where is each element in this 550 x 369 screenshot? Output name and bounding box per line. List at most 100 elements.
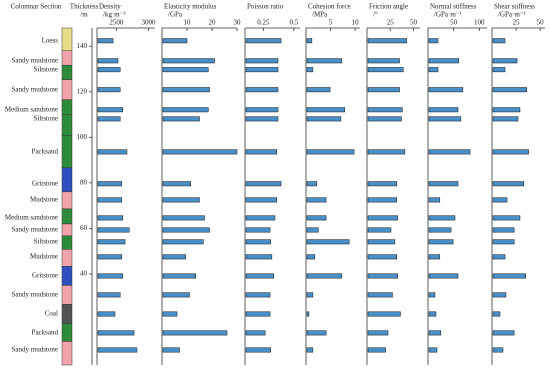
bar <box>367 87 400 93</box>
bar <box>162 67 209 73</box>
x-tick-label: 20 <box>209 19 217 27</box>
bar <box>367 181 398 187</box>
lithology-block <box>61 285 73 305</box>
layer-label: Siltstone <box>33 237 58 245</box>
bar <box>367 254 398 260</box>
panel-title: Density <box>99 3 121 11</box>
bar <box>428 330 442 336</box>
bar <box>162 87 210 93</box>
bar <box>245 311 271 317</box>
bar <box>492 254 506 260</box>
bar <box>428 273 459 279</box>
bar <box>367 38 407 44</box>
x-tick-label: 10 <box>184 19 192 27</box>
panel-title: Cohesion force <box>308 3 351 11</box>
bar <box>245 239 271 245</box>
bar <box>367 116 402 122</box>
bar <box>428 107 459 113</box>
layer-label: Mudstone <box>30 196 58 204</box>
x-tick-label: 25 <box>513 19 521 27</box>
bar <box>245 254 273 260</box>
bar <box>306 292 314 298</box>
bar <box>367 107 403 113</box>
bar <box>97 38 114 44</box>
bar <box>97 116 121 122</box>
y-tick-label: 120 <box>77 87 88 95</box>
bar <box>428 197 441 203</box>
bar <box>367 347 386 353</box>
bar <box>162 197 200 203</box>
panel-unit: /° <box>373 11 378 19</box>
bar <box>367 197 398 203</box>
y-axis-unit: /m <box>80 11 88 19</box>
bar <box>306 107 346 113</box>
layer-label: Loess <box>42 36 59 44</box>
layer-label: Sandy mudstone <box>12 290 58 298</box>
bar <box>97 254 123 260</box>
bar <box>162 254 186 260</box>
lithology-block <box>61 79 73 100</box>
layer-label: Sandy mudstone <box>12 346 58 354</box>
bar <box>245 227 271 233</box>
panel-title: Elasticity modulus <box>164 3 217 11</box>
panel-title: Friction angle <box>369 3 408 11</box>
bar <box>97 87 121 93</box>
panel-unit: /GPa·m⁻¹ <box>434 11 462 19</box>
panel-unit: /MPa <box>312 11 328 19</box>
layer-label: Medium sandstone <box>5 214 58 222</box>
lithology-block <box>61 208 73 225</box>
panel-title: Normal stiffness <box>430 3 477 11</box>
bar <box>492 58 518 64</box>
bar <box>97 67 121 73</box>
y-tick-label: 100 <box>77 133 88 141</box>
bar <box>162 107 209 113</box>
bar <box>245 330 266 336</box>
bar <box>306 87 331 93</box>
bar <box>245 149 278 155</box>
bar <box>306 273 343 279</box>
y-tick-label: 140 <box>77 42 88 50</box>
layer-label: Gritstone <box>32 272 58 280</box>
bar <box>306 239 350 245</box>
bar <box>97 197 123 203</box>
x-tick-label: 50 <box>410 19 418 27</box>
x-tick-label: 25 <box>387 19 395 27</box>
bar <box>245 215 276 221</box>
bar <box>306 67 314 73</box>
bar <box>492 107 521 113</box>
layer-label: Sandy mudstone <box>12 226 58 234</box>
panel-title: Poisson ratio <box>247 3 284 11</box>
bar <box>306 116 342 122</box>
bar <box>492 87 527 93</box>
bar <box>428 58 460 64</box>
x-tick-label: 100 <box>474 19 485 27</box>
x-tick-label: 2500 <box>109 19 124 27</box>
bar <box>162 38 188 44</box>
bar <box>367 292 393 298</box>
bar <box>245 38 282 44</box>
panel-title: Shear stiffness <box>494 3 535 11</box>
x-tick-label: 0.5 <box>290 19 299 27</box>
y-axis-title: Thickness <box>70 3 99 11</box>
bar <box>492 292 507 298</box>
panel-unit: /GPa·m⁻¹ <box>498 11 526 19</box>
lithology-block <box>61 50 73 66</box>
bar <box>245 181 282 187</box>
lithology-block <box>61 64 73 80</box>
bar <box>428 67 439 73</box>
bar <box>492 347 504 353</box>
layer-label: Medium sandstone <box>5 105 58 113</box>
bar <box>245 292 271 298</box>
bar <box>492 330 515 336</box>
layer-label: Packsand <box>32 329 59 337</box>
bar <box>428 239 454 245</box>
bar <box>367 239 396 245</box>
bar <box>245 58 279 64</box>
bar <box>97 239 126 245</box>
bar <box>428 149 471 155</box>
lithology-block <box>61 135 73 169</box>
panel-unit: /kg·m⁻³ <box>103 11 126 19</box>
lithology-block <box>61 266 73 286</box>
bar <box>97 311 116 317</box>
bar <box>97 107 124 113</box>
